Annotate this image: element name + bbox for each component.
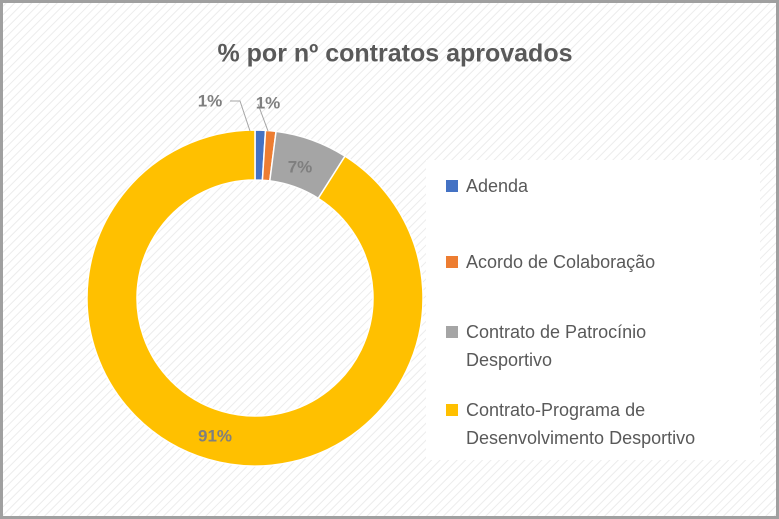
data-label: 7% <box>288 157 313 176</box>
donut-slice <box>86 129 424 467</box>
legend-swatch <box>446 256 458 268</box>
legend-label: Adenda <box>466 176 529 196</box>
legend-swatch <box>446 180 458 192</box>
legend-label: Contrato de Patrocínio Desportivo <box>466 322 647 370</box>
legend-swatch <box>446 404 458 416</box>
legend-swatch <box>446 326 458 338</box>
data-label: 1% <box>198 91 223 110</box>
chart-title: % por nº contratos aprovados <box>217 40 572 68</box>
leader-line <box>230 100 251 132</box>
data-label: 91% <box>198 426 232 445</box>
legend-item: Adenda <box>446 172 736 200</box>
legend-item: Contrato de Patrocínio Desportivo <box>446 318 736 374</box>
legend-label: Contrato-Programa de Desenvolvimento Des… <box>466 400 696 448</box>
data-label: 1% <box>256 93 281 112</box>
legend-item: Acordo de Colaboração <box>446 248 736 276</box>
legend: Adenda Acordo de Colaboração Contrato de P… <box>426 160 760 460</box>
donut <box>86 129 424 467</box>
legend-item: Contrato-Programa de Desenvolvimento Des… <box>446 396 736 452</box>
leader-line <box>257 103 269 132</box>
legend-label: Acordo de Colaboração <box>466 252 656 272</box>
